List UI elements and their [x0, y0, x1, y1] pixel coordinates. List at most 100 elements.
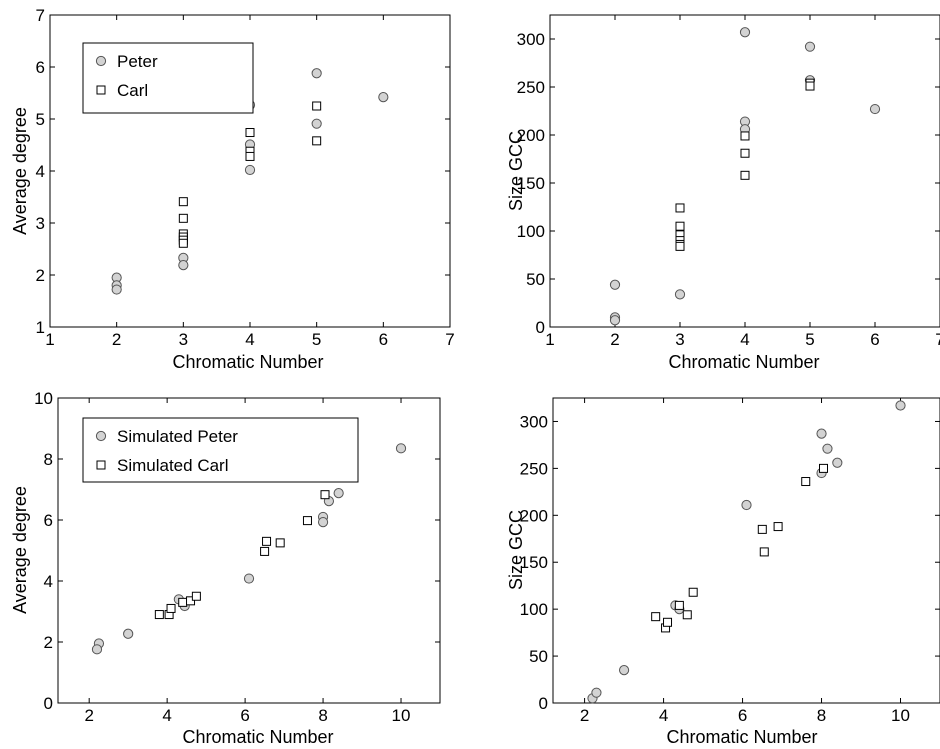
- data-point-circle: [395, 443, 407, 454]
- y-tick-label: 5: [36, 110, 45, 129]
- legend: Simulated Peter Simulated Carl: [82, 417, 359, 483]
- data-point-circle: [333, 488, 344, 499]
- x-tick-label: 5: [312, 330, 321, 349]
- x-tick-label: 1: [545, 330, 554, 349]
- data-point-square: [191, 591, 201, 601]
- y-tick-label: 6: [44, 511, 53, 530]
- y-tick-label: 2: [36, 266, 45, 285]
- data-point-square: [312, 101, 322, 111]
- x-tick-label: 2: [610, 330, 619, 349]
- series-square: [154, 490, 330, 620]
- y-tick-label: 8: [44, 450, 53, 469]
- y-tick-label: 200: [517, 126, 545, 145]
- y-tick-label: 10: [34, 389, 53, 408]
- x-tick-label: 1: [45, 330, 54, 349]
- legend-label: Carl: [117, 81, 148, 100]
- y-tick-label: 250: [520, 459, 548, 478]
- data-point-circle: [674, 289, 686, 300]
- data-point-circle: [822, 443, 833, 454]
- data-point-square: [178, 213, 188, 223]
- x-tick-label: 5: [805, 330, 814, 349]
- legend-marker-circle: [95, 55, 107, 67]
- y-axis-label: Size GCC: [506, 131, 526, 211]
- data-point-circle: [832, 457, 843, 468]
- x-tick-label: 2: [84, 706, 93, 725]
- x-tick-label: 8: [817, 706, 826, 725]
- y-tick-label: 0: [539, 694, 548, 713]
- y-tick-label: 300: [517, 30, 545, 49]
- data-point-square: [675, 221, 685, 231]
- data-point-square: [302, 516, 312, 526]
- y-tick-label: 300: [520, 412, 548, 431]
- data-point-circle: [244, 164, 256, 176]
- legend-label: Simulated Peter: [117, 427, 238, 446]
- y-tick-label: 100: [517, 222, 545, 241]
- chart-panel-1: 1 2 3 4 5 6 7 1 2 3 4 5 6 7 Chromatic Number Average de…: [10, 6, 455, 372]
- data-point-circle: [378, 92, 389, 103]
- x-axis-label: Chromatic Number: [668, 352, 819, 372]
- data-point-circle: [591, 687, 602, 698]
- x-axis-label: Chromatic Number: [666, 727, 817, 747]
- data-point-circle: [123, 628, 134, 639]
- data-point-circle: [869, 103, 881, 115]
- x-tick-label: 4: [659, 706, 668, 725]
- data-point-square: [275, 538, 285, 548]
- legend: Peter Carl: [82, 42, 254, 114]
- x-axis-label: Chromatic Number: [182, 727, 333, 747]
- legend-marker-square: [96, 85, 106, 95]
- legend-label: Peter: [117, 52, 158, 71]
- series-circle: [91, 443, 407, 655]
- data-point-square: [186, 596, 196, 606]
- x-tick-label: 6: [240, 706, 249, 725]
- data-point-square: [312, 136, 322, 146]
- data-point-square: [262, 536, 272, 546]
- x-tick-label: 3: [179, 330, 188, 349]
- data-point-circle: [317, 517, 329, 528]
- data-point-square: [651, 612, 661, 622]
- data-point-square: [675, 241, 685, 251]
- y-axis-label: Average degree: [10, 486, 30, 614]
- y-tick-label: 7: [36, 6, 45, 25]
- x-tick-label: 6: [738, 706, 747, 725]
- data-point-square: [154, 610, 164, 620]
- x-tick-label: 2: [580, 706, 589, 725]
- y-tick-label: 250: [517, 78, 545, 97]
- data-point-circle: [311, 68, 322, 79]
- y-tick-label: 50: [529, 647, 548, 666]
- x-axis-label: Chromatic Number: [172, 352, 323, 372]
- legend-marker-square: [96, 460, 106, 470]
- data-point-circle: [816, 428, 827, 439]
- legend-box: [82, 417, 359, 483]
- data-point-circle: [243, 573, 255, 584]
- data-point-square: [759, 547, 769, 557]
- data-point-circle: [739, 27, 751, 38]
- data-point-square: [178, 197, 188, 207]
- data-point-square: [740, 170, 750, 180]
- y-tick-label: 50: [526, 270, 545, 289]
- data-point-square: [320, 490, 330, 500]
- data-point-square: [757, 524, 767, 534]
- y-tick-label: 1: [36, 318, 45, 337]
- data-point-square: [245, 151, 255, 161]
- series-square: [675, 78, 815, 251]
- data-point-circle: [609, 315, 621, 326]
- data-point-circle: [91, 644, 103, 655]
- chart-panel-2: 1 2 3 4 5 6 7 0 50 100 150 200 250 300 Chromatic Numbe…: [506, 14, 940, 372]
- y-tick-label: 100: [520, 600, 548, 619]
- data-point-circle: [741, 499, 752, 511]
- legend-marker-circle: [95, 430, 107, 442]
- y-tick-label: 6: [36, 58, 45, 77]
- y-axis-label: Average degree: [10, 107, 30, 235]
- data-point-square: [801, 477, 811, 487]
- data-point-square: [166, 603, 176, 613]
- data-point-square: [178, 597, 188, 607]
- data-point-square: [805, 81, 815, 91]
- x-tick-label: 4: [162, 706, 171, 725]
- y-tick-label: 0: [44, 694, 53, 713]
- legend-label: Simulated Carl: [117, 456, 229, 475]
- y-tick-label: 2: [44, 633, 53, 652]
- data-point-square: [740, 131, 750, 141]
- x-tick-label: 3: [675, 330, 684, 349]
- y-tick-label: 4: [36, 162, 45, 181]
